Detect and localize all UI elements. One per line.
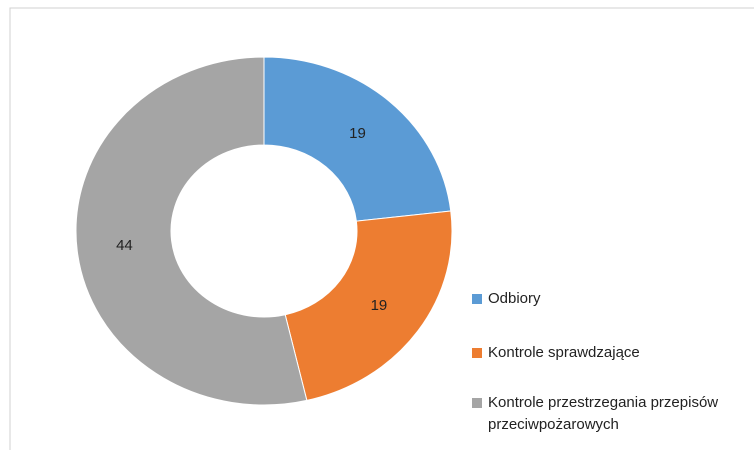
legend-item: Kontrole przestrzegania przepisów przeci… (472, 392, 747, 436)
legend-label: Kontrole przestrzegania przepisów przeci… (488, 394, 719, 433)
donut-slice (284, 210, 453, 402)
data-label: 19 (371, 297, 388, 314)
legend-item: Odbiory (472, 288, 747, 310)
data-label: 19 (349, 125, 366, 142)
legend-swatch (472, 398, 482, 408)
legend-label: Odbiory (488, 290, 541, 307)
legend-swatch (472, 294, 482, 304)
donut-slice (263, 56, 452, 222)
data-label: 44 (116, 237, 133, 254)
frame (9, 7, 754, 450)
legend-swatch (472, 348, 482, 358)
legend-item: Kontrole sprawdzające (472, 342, 747, 364)
donut-slice (75, 56, 308, 406)
legend-label: Kontrole sprawdzające (488, 344, 640, 361)
